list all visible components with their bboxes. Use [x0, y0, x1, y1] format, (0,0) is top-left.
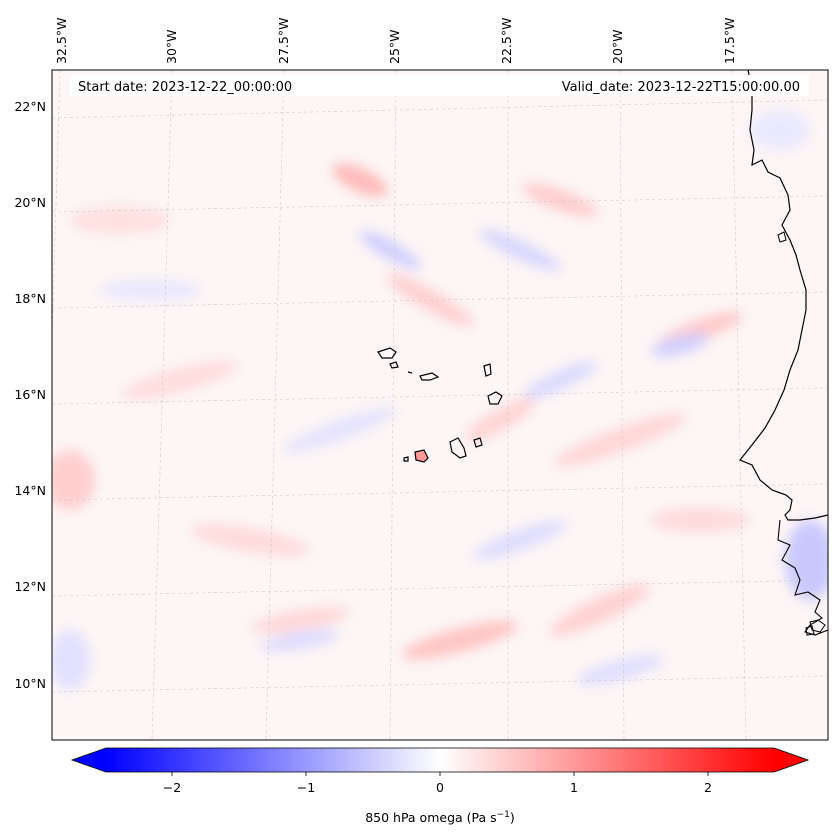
graticule — [52, 70, 828, 740]
colorbar-gradient — [106, 748, 774, 772]
lat-label: 16°N — [14, 387, 46, 402]
cape-verde-islands — [377, 347, 503, 463]
longitude-labels: 32.5°W 30°W 27.5°W 25°W 22.5°W 20°W 17.5… — [54, 18, 737, 64]
africa-coastline — [739, 70, 828, 521]
lon-label: 32.5°W — [54, 18, 69, 64]
valid-date-text: Valid_date: 2023-12-22T15:00:00.00 — [562, 80, 800, 95]
omega-field — [52, 70, 828, 740]
colorbar-outline — [70, 747, 810, 773]
colorbar-tick: 1 — [570, 780, 578, 795]
lat-label: 14°N — [14, 483, 46, 498]
lat-label: 18°N — [14, 291, 46, 306]
colorbar-max-extension — [774, 748, 808, 772]
colorbar: −2 −1 0 1 2 850 hPa omega (Pa s−1) — [70, 747, 810, 825]
map-frame — [51, 69, 829, 741]
colorbar-min-extension — [72, 748, 106, 772]
header-band — [70, 75, 809, 96]
colorbar-tick: 0 — [436, 780, 444, 795]
lon-label: 17.5°W — [722, 18, 737, 64]
lat-label: 22°N — [14, 99, 46, 114]
latitude-labels: 22°N 20°N 18°N 16°N 14°N 12°N 10°N — [14, 99, 46, 691]
lon-label: 27.5°W — [276, 18, 291, 64]
colorbar-tick: −1 — [297, 780, 315, 795]
lon-label: 20°W — [610, 29, 625, 64]
lat-label: 12°N — [14, 579, 46, 594]
lon-label: 30°W — [164, 29, 179, 64]
colorbar-label: 850 hPa omega (Pa s−1) — [365, 810, 515, 825]
lon-label: 25°W — [387, 29, 402, 64]
start-date-text: Start date: 2023-12-22_00:00:00 — [78, 80, 292, 95]
lat-label: 10°N — [14, 676, 46, 691]
lon-label: 22.5°W — [499, 18, 514, 64]
colorbar-tick: −2 — [163, 780, 181, 795]
lat-label: 20°N — [14, 195, 46, 210]
colorbar-tick: 2 — [704, 780, 712, 795]
